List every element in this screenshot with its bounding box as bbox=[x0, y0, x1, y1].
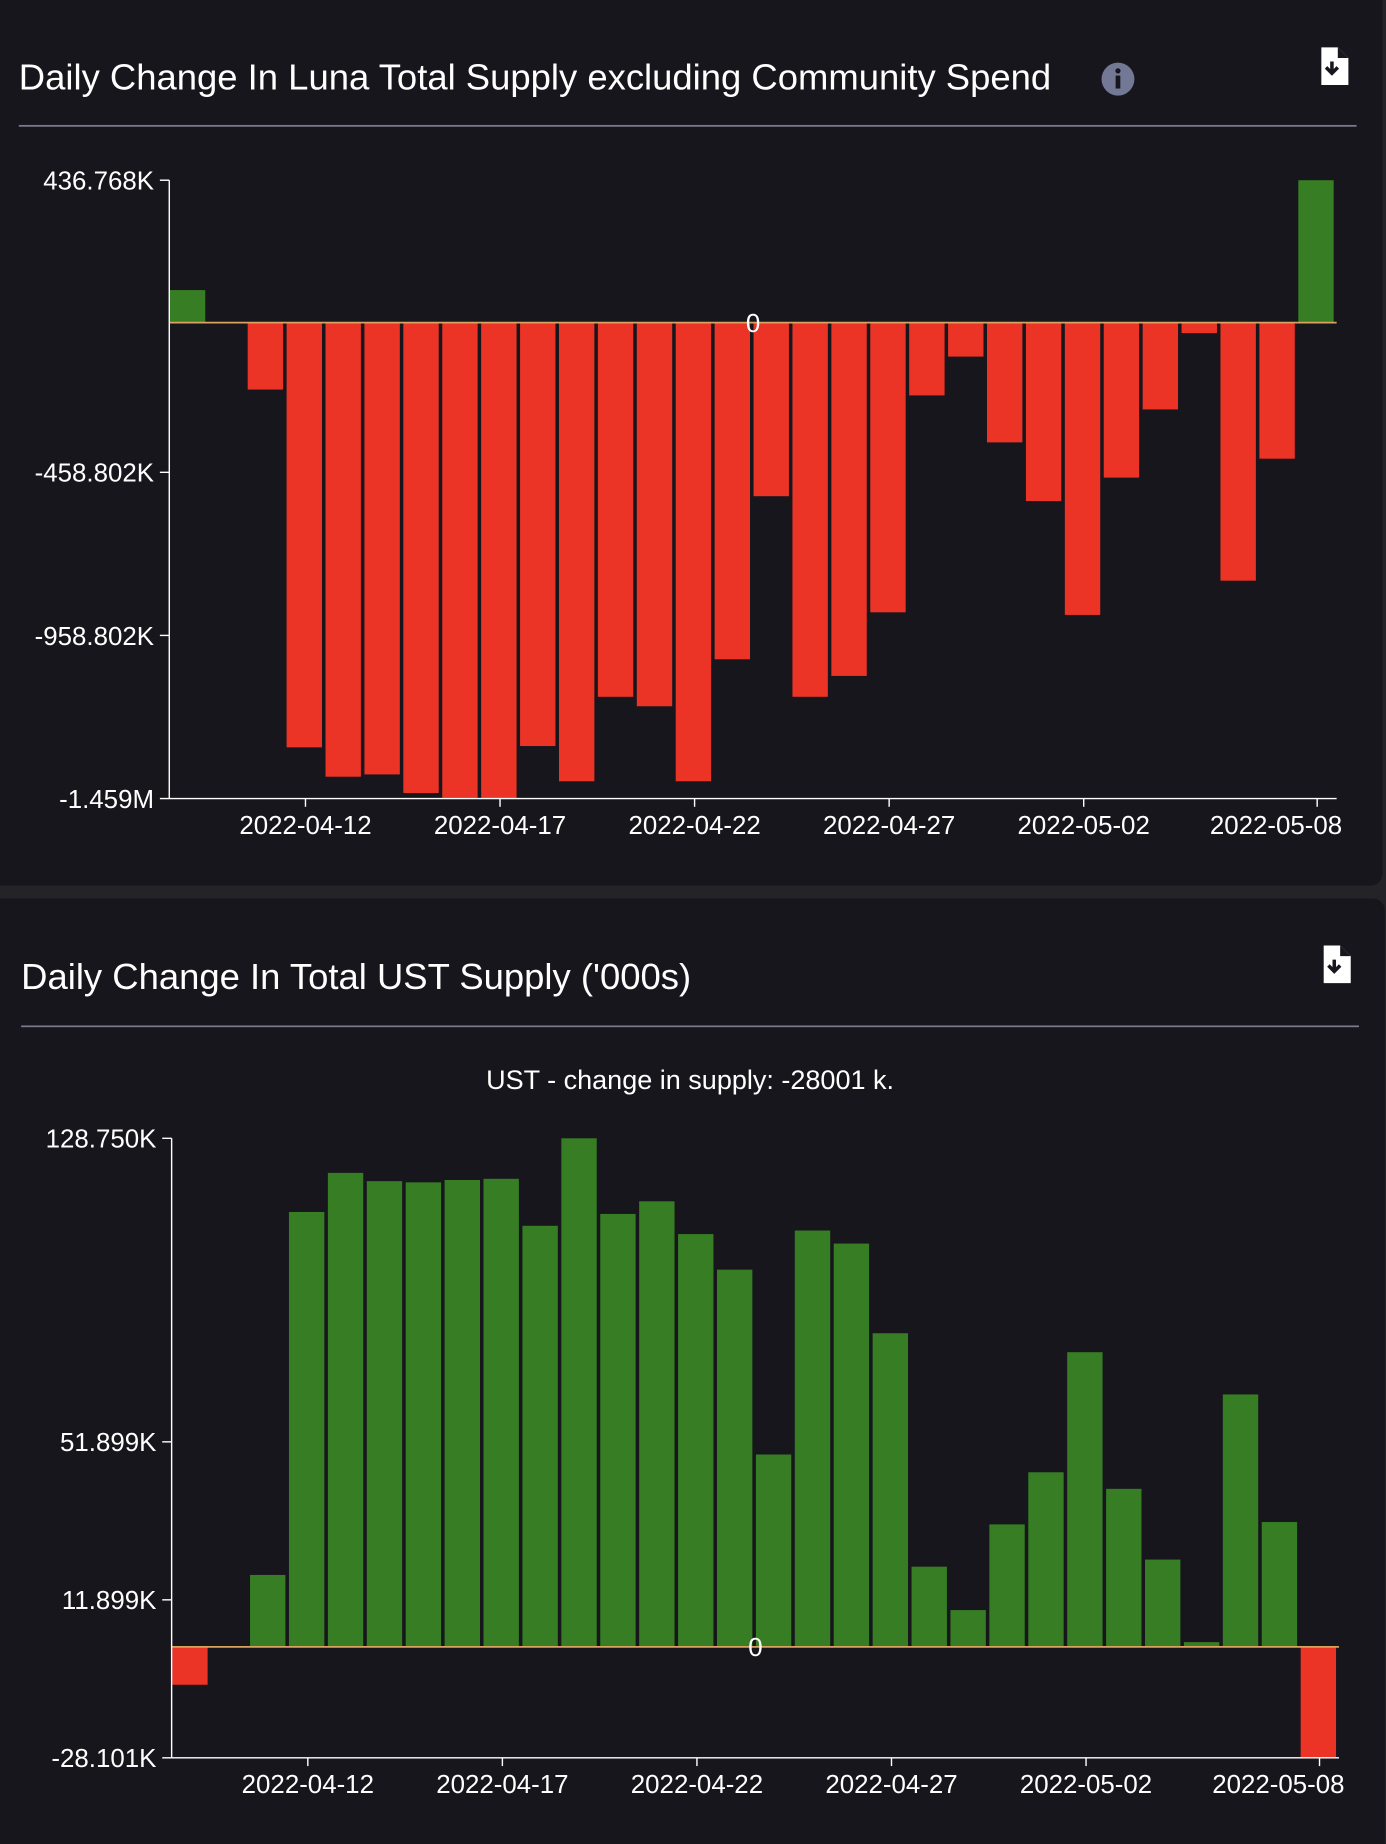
zero-label: 0 bbox=[746, 310, 760, 338]
chart-title: Daily Change In Luna Total Supply exclud… bbox=[19, 57, 1051, 98]
bar-2022-04-30[interactable] bbox=[987, 322, 1023, 443]
x-tick-label: 2022-04-17 bbox=[434, 812, 566, 840]
bar-2022-04-15[interactable] bbox=[403, 322, 439, 794]
file-download-icon[interactable] bbox=[1321, 47, 1349, 85]
bar-2022-04-16[interactable] bbox=[444, 1179, 480, 1647]
bar-2022-05-06[interactable] bbox=[1220, 322, 1256, 581]
divider bbox=[18, 124, 1357, 127]
bar-2022-05-03[interactable] bbox=[1106, 1488, 1142, 1647]
bar-2022-04-09[interactable] bbox=[172, 1646, 208, 1685]
bar-2022-05-02[interactable] bbox=[1067, 1352, 1103, 1647]
y-tick-label: 436.768K bbox=[43, 168, 154, 196]
bar-2022-05-01[interactable] bbox=[1025, 322, 1062, 502]
x-tick-label: 2022-04-12 bbox=[239, 812, 371, 840]
bar-2022-05-04[interactable] bbox=[1145, 1559, 1181, 1647]
ust-supply-card: Daily Change In Total UST Supply ('000s)… bbox=[0, 898, 1385, 1844]
y-tick-label: 128.750K bbox=[46, 1126, 157, 1154]
bar-2022-04-25[interactable] bbox=[794, 1230, 831, 1647]
bar-2022-04-27[interactable] bbox=[870, 322, 906, 613]
bar-2022-04-18[interactable] bbox=[522, 1225, 558, 1647]
bar-2022-04-25[interactable] bbox=[792, 322, 828, 697]
bar-2022-04-13[interactable] bbox=[325, 322, 361, 777]
bar-2022-05-05[interactable] bbox=[1181, 322, 1217, 334]
bar-2022-04-21[interactable] bbox=[639, 1201, 675, 1647]
x-tick-label: 2022-05-08 bbox=[1212, 1771, 1344, 1799]
y-tick-label: -458.802K bbox=[35, 460, 154, 488]
bar-2022-05-07[interactable] bbox=[1259, 322, 1295, 459]
bar-2022-05-06[interactable] bbox=[1222, 1394, 1259, 1647]
bar-2022-04-17[interactable] bbox=[483, 1178, 519, 1647]
bar-2022-04-27[interactable] bbox=[872, 1333, 909, 1647]
bar-2022-05-01[interactable] bbox=[1028, 1472, 1064, 1647]
bar-2022-04-14[interactable] bbox=[366, 1181, 403, 1647]
chart-title: Daily Change In Total UST Supply ('000s) bbox=[21, 956, 691, 997]
bar-2022-04-24[interactable] bbox=[753, 322, 789, 497]
x-tick-label: 2022-04-22 bbox=[631, 1771, 763, 1799]
x-tick-label: 2022-04-27 bbox=[825, 1771, 957, 1799]
bar-2022-04-29[interactable] bbox=[948, 322, 984, 357]
x-tick-label: 2022-05-08 bbox=[1210, 812, 1342, 840]
bar-2022-05-03[interactable] bbox=[1103, 322, 1140, 478]
info-icon[interactable] bbox=[1101, 62, 1135, 96]
bar-2022-04-29[interactable] bbox=[950, 1610, 986, 1647]
x-tick-label: 2022-04-17 bbox=[436, 1771, 568, 1799]
bar-2022-04-22[interactable] bbox=[675, 322, 712, 782]
bar-2022-05-02[interactable] bbox=[1064, 322, 1101, 615]
x-tick-label: 2022-05-02 bbox=[1018, 812, 1150, 840]
bar-2022-05-05[interactable] bbox=[1183, 1642, 1220, 1647]
bar-2022-05-07[interactable] bbox=[1261, 1522, 1298, 1647]
bar-2022-05-08[interactable] bbox=[1300, 1646, 1337, 1758]
bar-2022-04-15[interactable] bbox=[405, 1182, 442, 1647]
bar-2022-04-23[interactable] bbox=[714, 322, 751, 660]
bar-2022-04-19[interactable] bbox=[558, 322, 595, 782]
bar-2022-04-12[interactable] bbox=[286, 322, 322, 748]
bar-2022-04-09[interactable] bbox=[169, 290, 206, 323]
y-tick-label: -28.101K bbox=[51, 1745, 156, 1773]
bar-2022-04-26[interactable] bbox=[831, 322, 867, 676]
bar-2022-04-19[interactable] bbox=[561, 1138, 597, 1647]
bar-2022-04-18[interactable] bbox=[520, 322, 556, 747]
y-tick-label: 11.899K bbox=[62, 1587, 156, 1615]
bar-2022-04-21[interactable] bbox=[636, 322, 673, 707]
bar-2022-04-20[interactable] bbox=[597, 322, 634, 697]
bar-2022-04-22[interactable] bbox=[678, 1234, 714, 1647]
bar-2022-05-08[interactable] bbox=[1298, 180, 1334, 323]
file-download-icon[interactable] bbox=[1323, 945, 1351, 984]
divider bbox=[21, 1025, 1359, 1028]
y-tick-label: 51.899K bbox=[60, 1429, 156, 1457]
x-tick-label: 2022-05-02 bbox=[1020, 1771, 1152, 1799]
ust-bar-chart: 0 128.750K 51.899K 11.899K -28.101K 2022-04-1… bbox=[46, 1126, 1345, 1799]
luna-bar-chart: 0 436.768K -458.802K -958.802K -1.459M 2022-0… bbox=[35, 168, 1343, 840]
bar-2022-04-28[interactable] bbox=[911, 1566, 947, 1647]
bar-2022-04-11[interactable] bbox=[247, 322, 284, 390]
y-tick-label: -958.802K bbox=[35, 623, 154, 651]
bar-2022-05-04[interactable] bbox=[1142, 322, 1179, 410]
x-tick-label: 2022-04-12 bbox=[242, 1771, 374, 1799]
bar-2022-04-23[interactable] bbox=[716, 1269, 753, 1647]
bar-2022-04-28[interactable] bbox=[909, 322, 945, 396]
bar-2022-04-11[interactable] bbox=[250, 1574, 286, 1647]
bar-2022-04-13[interactable] bbox=[327, 1172, 364, 1647]
y-tick-label: -1.459M bbox=[59, 786, 154, 814]
bar-2022-04-30[interactable] bbox=[989, 1524, 1025, 1647]
bar-2022-04-16[interactable] bbox=[442, 322, 478, 798]
x-tick-label: 2022-04-27 bbox=[823, 812, 955, 840]
bar-2022-04-12[interactable] bbox=[288, 1211, 325, 1647]
bar-2022-04-20[interactable] bbox=[600, 1213, 636, 1647]
bar-2022-04-17[interactable] bbox=[481, 322, 517, 799]
bar-2022-04-14[interactable] bbox=[364, 322, 400, 775]
bar-2022-04-24[interactable] bbox=[755, 1454, 792, 1647]
luna-supply-card: Daily Change In Luna Total Supply exclud… bbox=[0, 0, 1383, 886]
bar-2022-04-26[interactable] bbox=[833, 1243, 870, 1647]
x-tick-label: 2022-04-22 bbox=[628, 812, 760, 840]
zero-label: 0 bbox=[748, 1634, 762, 1662]
chart-subtitle: UST - change in supply: -28001 k. bbox=[486, 1065, 894, 1095]
